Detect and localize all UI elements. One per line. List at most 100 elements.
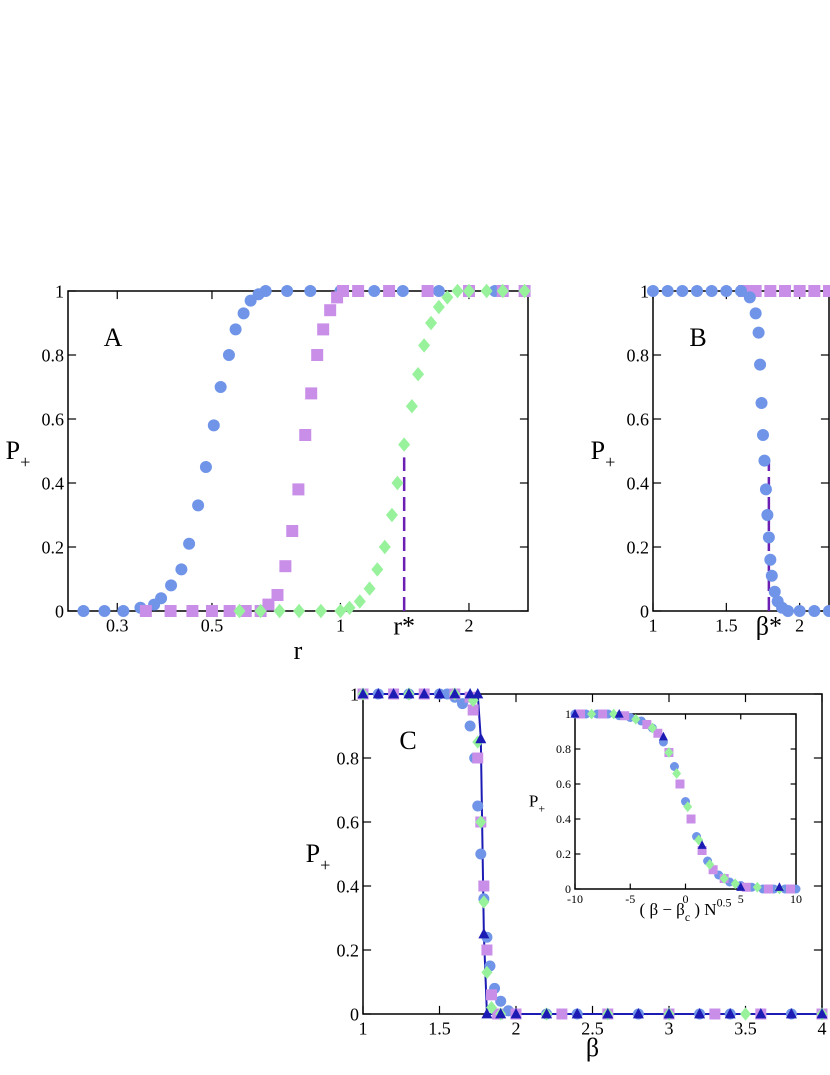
x-tick-label: 2 <box>795 616 804 636</box>
y-tick-label: 0.6 <box>42 409 65 429</box>
data-point <box>467 704 479 716</box>
data-point <box>823 285 830 297</box>
y-tick-label: 0.2 <box>42 537 65 557</box>
x-tick-label: 3.5 <box>734 1019 757 1039</box>
data-point <box>823 605 830 617</box>
data-point <box>570 709 580 718</box>
data-point <box>793 285 806 297</box>
label-text: P <box>6 436 20 465</box>
data-point <box>708 865 718 875</box>
x-tick-label: 1.5 <box>715 616 738 636</box>
subscript: c <box>685 910 690 924</box>
data-point <box>262 598 275 611</box>
data-point <box>481 965 493 979</box>
label-text: P <box>529 792 538 811</box>
data-point <box>222 349 235 361</box>
data-point <box>736 882 746 891</box>
data-point <box>705 285 718 297</box>
data-point <box>467 693 479 707</box>
y-tick-label: 0.8 <box>337 748 360 768</box>
x-tick-label: -5 <box>625 892 635 906</box>
data-point <box>334 603 347 619</box>
data-point <box>233 603 246 619</box>
data-point <box>647 285 659 297</box>
data-point <box>576 709 586 719</box>
x-tick-label: 5 <box>738 892 744 906</box>
data-point <box>317 323 330 336</box>
data-point <box>378 539 391 555</box>
data-point <box>164 605 177 617</box>
data-point <box>412 367 425 382</box>
data-point <box>486 989 498 1001</box>
x-axis-label: ( β − βc ) N0.5 <box>640 896 732 924</box>
data-point <box>752 881 762 893</box>
data-point <box>705 859 715 870</box>
data-point <box>779 285 791 297</box>
data-point <box>720 285 733 297</box>
x-tick-label: 1 <box>359 1019 368 1039</box>
data-point <box>244 294 257 307</box>
data-point <box>686 814 696 824</box>
data-point <box>658 731 668 741</box>
label-text: P <box>306 839 320 868</box>
threshold-label: r* <box>393 611 415 640</box>
data-point <box>281 285 294 297</box>
data-point <box>478 927 490 939</box>
data-point <box>451 283 464 299</box>
x-axis-label: β <box>586 1033 599 1062</box>
data-point <box>405 399 418 414</box>
data-point <box>614 709 624 718</box>
data-point <box>752 326 765 339</box>
data-point <box>496 283 509 299</box>
data-point <box>155 592 168 605</box>
data-point <box>764 285 777 297</box>
data-point <box>314 603 327 619</box>
data-point <box>472 752 484 764</box>
data-point <box>388 687 400 699</box>
data-point <box>292 483 305 496</box>
x-tick-label: 1 <box>336 616 345 636</box>
data-point <box>432 299 445 315</box>
data-point <box>478 895 490 909</box>
data-point <box>510 1007 522 1019</box>
data-point <box>383 285 396 297</box>
y-tick-label: 1 <box>55 281 64 301</box>
data-point <box>353 594 366 609</box>
x-tick-label: 1.5 <box>428 1019 451 1039</box>
data-point <box>472 687 484 699</box>
y-tick-label: 0 <box>350 1004 359 1024</box>
data-point <box>486 1001 498 1015</box>
data-point <box>765 569 778 582</box>
data-point <box>740 1007 751 1021</box>
data-point <box>77 605 90 617</box>
data-point <box>587 708 597 720</box>
data-point <box>697 840 707 849</box>
data-point <box>749 307 762 320</box>
data-point <box>631 713 641 725</box>
data-point <box>299 429 312 441</box>
data-point <box>183 537 196 550</box>
data-point <box>464 720 476 732</box>
data-point <box>192 499 205 512</box>
x-axis-label: r <box>294 636 303 665</box>
y-tick-label: 0.4 <box>337 876 360 896</box>
data-point <box>305 387 318 400</box>
data-point <box>694 1007 706 1019</box>
y-tick-label: 0.2 <box>337 940 360 960</box>
data-point <box>730 878 740 890</box>
y-tick-label: 0.8 <box>556 742 571 756</box>
data-point <box>165 579 178 592</box>
data-point <box>337 285 350 297</box>
y-tick-label: 0.8 <box>42 345 65 365</box>
y-axis-label: P+ <box>591 436 616 472</box>
data-point <box>758 454 771 467</box>
data-point <box>478 880 490 892</box>
data-point <box>691 285 703 297</box>
data-point <box>205 605 218 617</box>
subscript: + <box>320 855 330 875</box>
y-tick-label: 0.4 <box>556 812 571 826</box>
data-point <box>391 475 404 491</box>
data-point <box>661 285 674 297</box>
y-tick-label: 0.2 <box>627 537 650 557</box>
data-point <box>98 605 111 617</box>
